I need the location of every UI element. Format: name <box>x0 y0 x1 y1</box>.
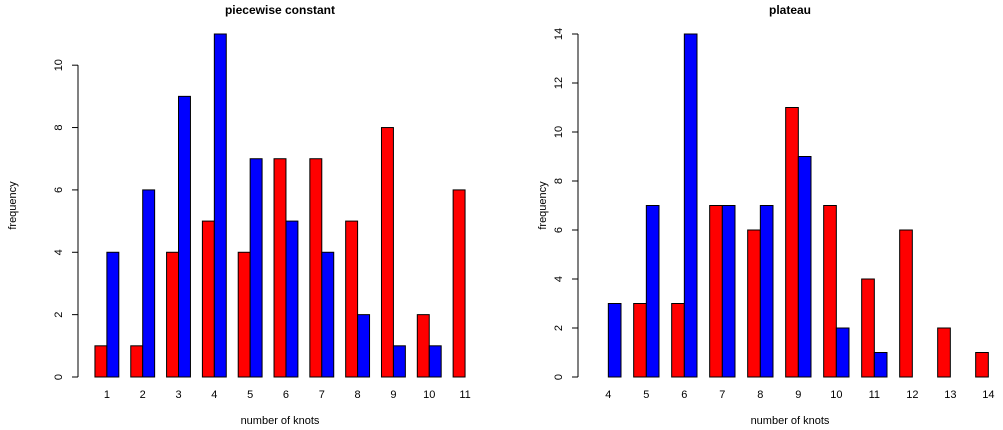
bar <box>273 158 287 378</box>
bar <box>899 229 913 378</box>
x-tick-label: 13 <box>944 389 956 401</box>
y-tick-label: 10 <box>53 59 65 71</box>
bar <box>106 251 120 378</box>
bar <box>823 205 837 378</box>
chart-title: plateau <box>769 3 811 17</box>
y-tick-label: 12 <box>553 77 565 89</box>
x-tick-label: 2 <box>140 389 146 401</box>
bar <box>683 33 698 378</box>
y-tick-label: 14 <box>553 28 565 40</box>
x-tick-label: 4 <box>605 389 611 401</box>
bar <box>975 352 989 378</box>
bar <box>452 189 466 378</box>
bar <box>416 314 430 378</box>
x-tick-label: 10 <box>830 389 842 401</box>
chart-title: piecewise constant <box>225 3 335 17</box>
x-tick-label: 9 <box>390 389 396 401</box>
bar <box>873 352 888 378</box>
x-tick-label: 5 <box>247 389 253 401</box>
x-tick-label: 6 <box>681 389 687 401</box>
x-tick-label: 10 <box>423 389 435 401</box>
bar <box>94 345 108 378</box>
x-axis-label: number of knots <box>751 415 830 427</box>
y-tick-label: 4 <box>53 249 65 255</box>
bar <box>392 345 406 378</box>
x-tick-label: 14 <box>982 389 994 401</box>
x-tick-label: 12 <box>906 389 918 401</box>
y-tick-label: 2 <box>553 325 565 331</box>
bar <box>201 220 215 378</box>
bar <box>633 303 647 378</box>
bar <box>166 251 180 378</box>
bar <box>130 345 144 378</box>
x-tick-label: 1 <box>104 389 110 401</box>
x-tick-label: 7 <box>719 389 725 401</box>
y-tick-label: 6 <box>553 227 565 233</box>
bar <box>785 107 799 378</box>
y-tick-label: 0 <box>553 374 565 380</box>
bar <box>759 205 774 378</box>
bar <box>747 229 761 378</box>
bar <box>178 95 191 378</box>
bar <box>671 303 685 378</box>
x-tick-label: 7 <box>319 389 325 401</box>
bar <box>861 278 875 378</box>
bar <box>380 127 394 378</box>
bar <box>709 205 723 378</box>
bar <box>645 205 660 378</box>
x-tick-label: 3 <box>175 389 181 401</box>
bar <box>357 314 371 378</box>
bar <box>835 327 850 378</box>
bar <box>428 345 442 378</box>
y-tick-label: 6 <box>53 187 65 193</box>
y-tick-label: 0 <box>53 374 65 380</box>
bar <box>249 158 263 378</box>
bar <box>937 327 951 378</box>
y-tick-label: 2 <box>53 312 65 318</box>
x-tick-label: 5 <box>643 389 649 401</box>
x-tick-label: 11 <box>869 389 880 401</box>
bar <box>237 251 251 378</box>
x-axis-label: number of knots <box>241 415 320 427</box>
bar <box>797 156 812 378</box>
bar <box>721 205 736 378</box>
y-axis-label: frequency <box>537 181 549 230</box>
x-tick-label: 11 <box>459 389 470 401</box>
y-axis-label: frequency <box>7 181 19 230</box>
bar <box>213 33 227 378</box>
bar <box>321 251 335 378</box>
x-tick-label: 8 <box>355 389 361 401</box>
bar <box>309 158 323 378</box>
x-tick-label: 9 <box>795 389 801 401</box>
y-tick-label: 8 <box>53 124 65 130</box>
bar <box>142 189 156 378</box>
x-tick-label: 6 <box>283 389 289 401</box>
bar <box>345 220 359 378</box>
y-tick-label: 4 <box>553 276 565 282</box>
x-tick-label: 8 <box>757 389 763 401</box>
bar <box>285 220 299 378</box>
bar <box>607 303 622 378</box>
y-tick-label: 8 <box>553 178 565 184</box>
y-tick-label: 10 <box>553 126 565 138</box>
x-tick-label: 4 <box>211 389 217 401</box>
